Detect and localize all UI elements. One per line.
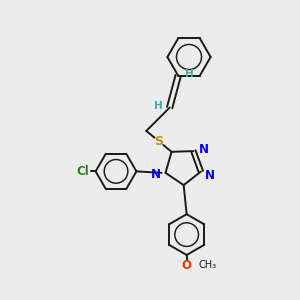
Text: N: N xyxy=(205,169,214,182)
Text: O: O xyxy=(181,259,191,272)
Text: Cl: Cl xyxy=(76,165,89,178)
Text: H: H xyxy=(185,69,194,79)
Text: N: N xyxy=(151,168,161,181)
Text: N: N xyxy=(199,143,208,156)
Text: CH₃: CH₃ xyxy=(198,260,216,271)
Text: S: S xyxy=(154,135,164,148)
Text: H: H xyxy=(154,101,163,111)
